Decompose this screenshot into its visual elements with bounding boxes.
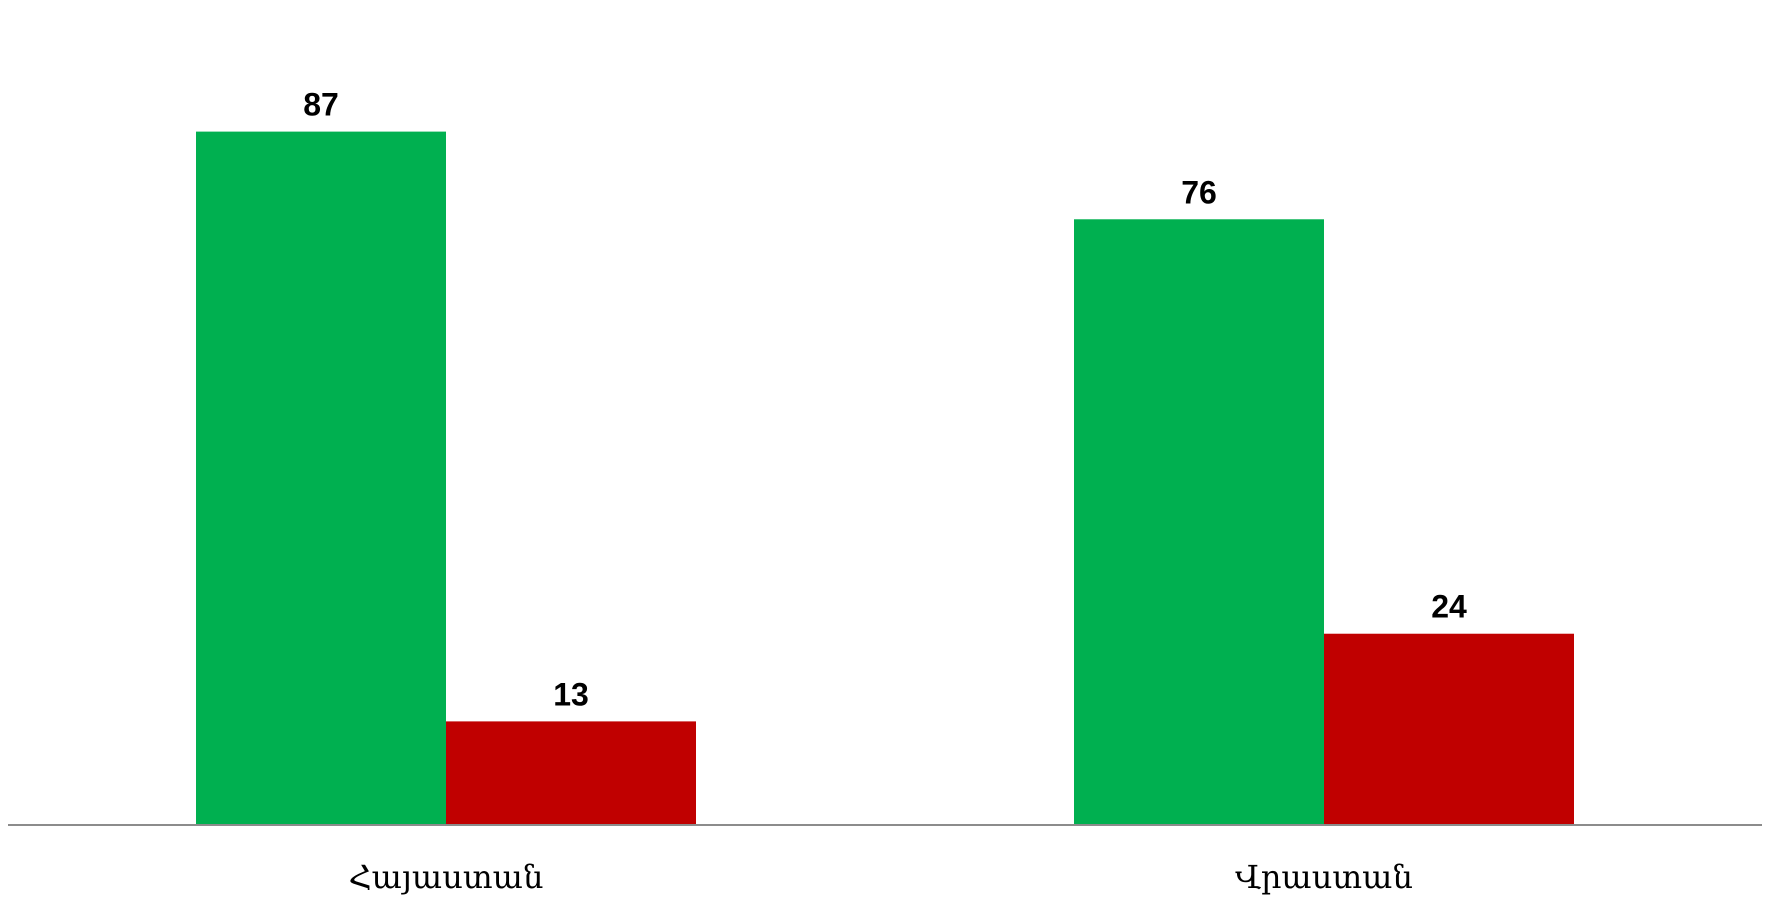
bars-group (196, 131, 1574, 826)
bar-2-1 (1074, 219, 1324, 825)
bar-2-2 (1324, 633, 1574, 825)
bar-1-2 (446, 721, 696, 825)
data-label-2-1: 76 (1181, 174, 1217, 210)
bar-1-1 (196, 131, 446, 826)
data-label-1-2: 13 (553, 676, 589, 712)
category-label-1: Հայաստան (349, 858, 544, 896)
data-label-1-1: 87 (303, 87, 339, 123)
category-label-2: Վրաստան (1235, 858, 1413, 896)
category-labels-group: Հայաստան Վրաստան (349, 858, 1413, 896)
value-labels-group: 87 13 76 24 (303, 87, 1467, 713)
data-label-2-2: 24 (1431, 589, 1467, 625)
